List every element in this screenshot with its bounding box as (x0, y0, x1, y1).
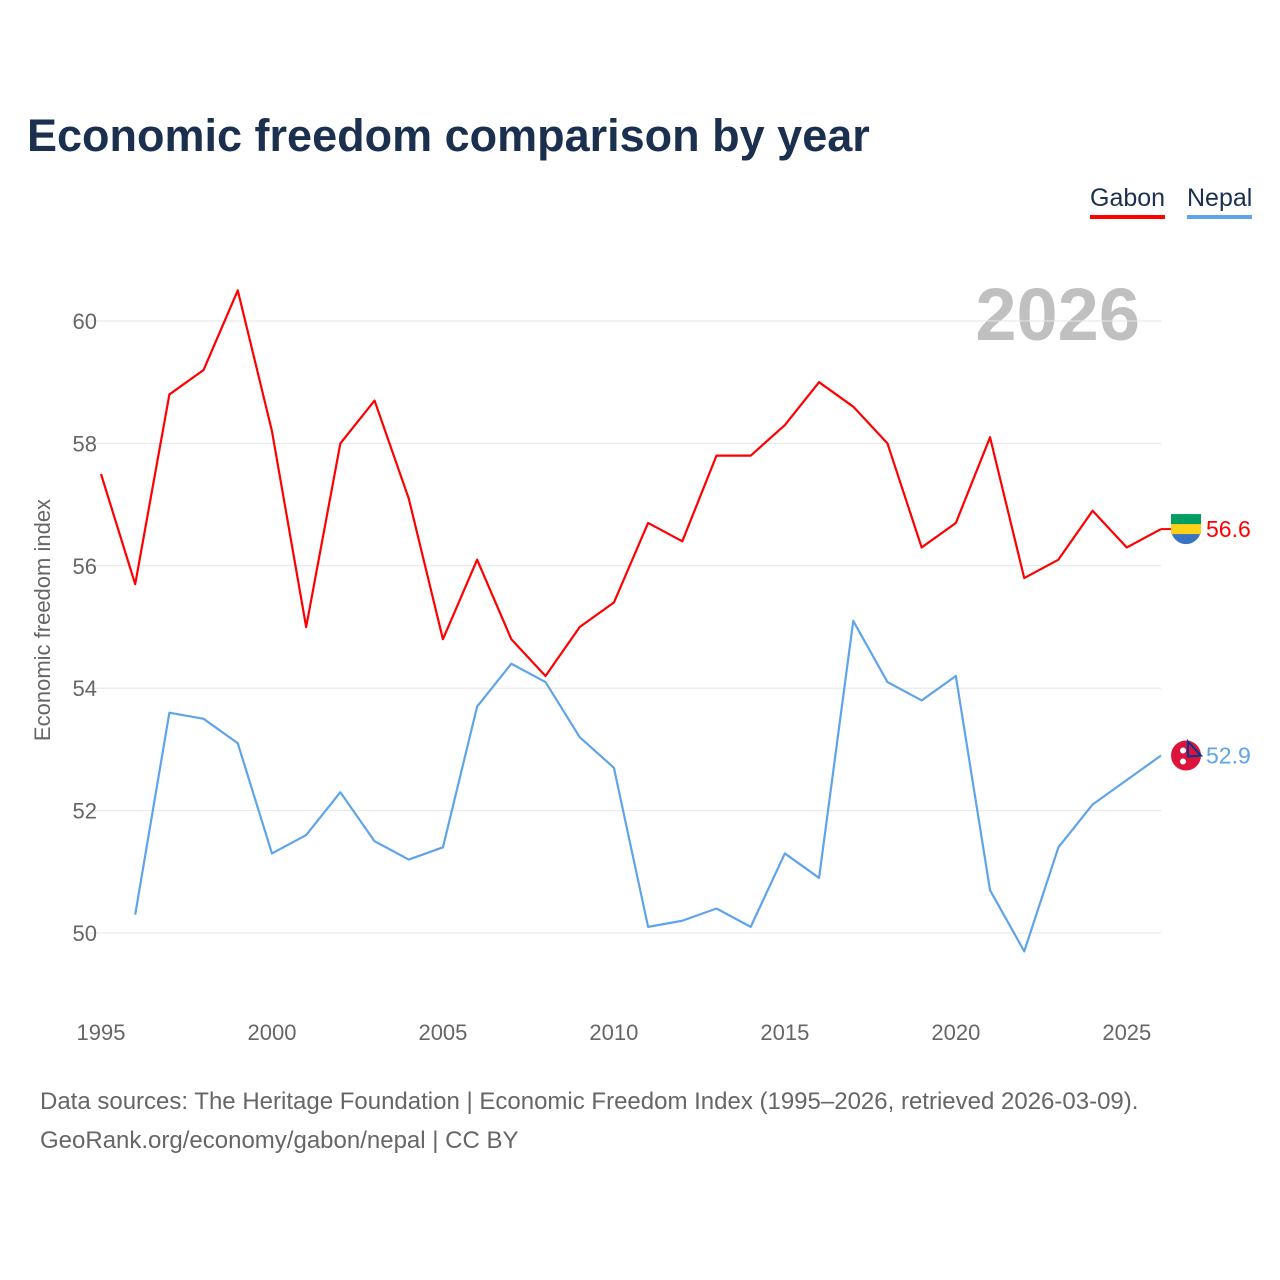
year-watermark: 2026 (975, 273, 1140, 356)
nepal-flag-sun (1180, 758, 1186, 765)
x-tick-label: 2005 (418, 1020, 467, 1045)
x-tick-label: 2010 (589, 1020, 638, 1045)
x-tick-label: 2000 (247, 1020, 296, 1045)
y-tick-label: 54 (73, 676, 97, 701)
y-tick-label: 60 (73, 309, 97, 334)
y-tick-label: 56 (73, 554, 97, 579)
gabon-flag-green (1171, 514, 1201, 525)
series-line-gabon (99, 289, 1162, 678)
footer-sources: Data sources: The Heritage Foundation | … (40, 1088, 1139, 1115)
gabon-flag-yellow (1171, 524, 1201, 535)
y-tick-label: 58 (73, 431, 97, 456)
end-value-label: 56.6 (1206, 516, 1251, 542)
x-tick-label: 2015 (760, 1020, 809, 1045)
y-axis-label: Economic freedom index (30, 499, 55, 741)
x-tick-label: 1995 (77, 1020, 126, 1045)
end-value-label: 52.9 (1206, 743, 1251, 769)
nepal-flag-border (1187, 738, 1204, 758)
legend-nepal[interactable]: Nepal (1187, 184, 1253, 219)
y-tick-label: 52 (73, 799, 97, 824)
y-tick-label: 50 (73, 921, 97, 946)
x-tick-label: 2025 (1102, 1020, 1151, 1045)
footer-link[interactable]: GeoRank.org/economy/gabon/nepal | CC BY (40, 1127, 519, 1154)
x-tick-label: 2020 (931, 1020, 980, 1045)
chart-title: Economic freedom comparison by year (27, 110, 870, 161)
legend-gabon[interactable]: Gabon (1090, 184, 1166, 219)
series-line-nepal (134, 619, 1162, 953)
nepal-flag-moon (1180, 747, 1186, 754)
